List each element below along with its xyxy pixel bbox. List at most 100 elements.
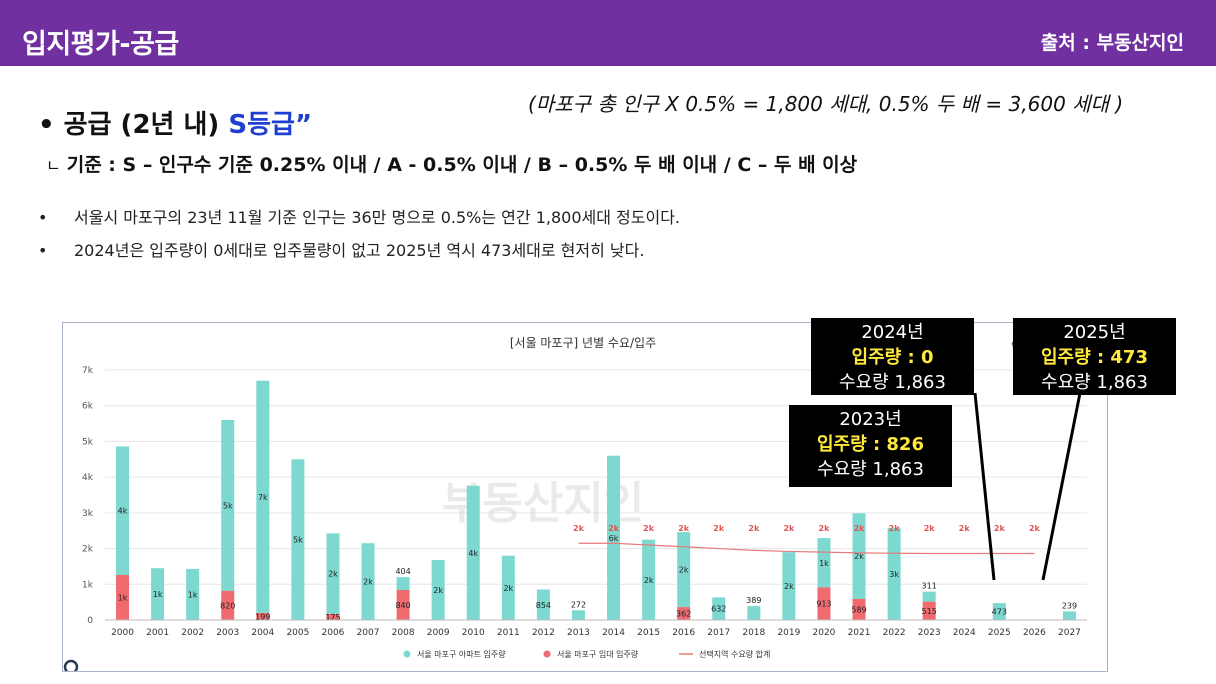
apartment-value-label: 1k <box>819 559 829 568</box>
rental-bar <box>817 587 831 620</box>
apartment-value-label: 2k <box>679 566 689 575</box>
apartment-value-label: 5k <box>223 501 233 510</box>
x-tick-label: 2009 <box>427 628 450 638</box>
callout-supply: 입주량 : 473 <box>1041 347 1148 368</box>
rental-bar <box>922 601 936 620</box>
x-tick-label: 2014 <box>602 628 625 638</box>
demand-value-label: 2k <box>994 524 1006 533</box>
demand-value-label: 2k <box>889 524 901 533</box>
legend-apartment-label: 서울 마포구 아파트 입주량 <box>417 649 506 659</box>
chart-title: [서울 마포구] 년별 수요/입주 <box>510 336 656 350</box>
apartment-value-label: 404 <box>395 567 410 576</box>
demand-value-label: 2k <box>959 524 971 533</box>
legend-rental-label: 서울 마포구 임대 입주량 <box>557 649 639 659</box>
demand-value-label: 2k <box>573 524 585 533</box>
rental-value-label: 515 <box>922 607 937 616</box>
x-tick-label: 2024 <box>953 628 976 638</box>
rental-bar <box>116 575 130 620</box>
source-label: 출처 : 부동산지인 <box>1040 32 1184 54</box>
apartment-value-label: 389 <box>746 596 761 605</box>
apartment-bar <box>992 603 1006 620</box>
population-formula: (마포구 총 인구 X 0.5% = 1,800 세대, 0.5% 두 배 = … <box>528 92 1124 116</box>
x-tick-label: 2018 <box>742 628 765 638</box>
apartment-bar <box>466 485 480 620</box>
rental-bar <box>396 590 410 620</box>
x-tick-label: 2005 <box>286 628 309 638</box>
x-tick-label: 2012 <box>532 628 555 638</box>
apartment-value-label: 2k <box>784 582 794 591</box>
x-tick-label: 2010 <box>462 628 485 638</box>
criteria-text: 기준 : S – 인구수 기준 0.25% 이내 / A - 0.5% 이내 /… <box>66 154 858 176</box>
apartment-value-label: 632 <box>711 605 726 614</box>
callout-2024: 2024년 입주량 : 0 수요량 1,863 <box>811 318 974 395</box>
apartment-bar <box>501 555 515 620</box>
bar-layer: 4k 1k 1k 1k 5k 820 7k 199 5k 2k 175 2k 404 840 2k 4k 2k 8… <box>116 380 1077 622</box>
callout-demand: 수요량 1,863 <box>817 459 924 480</box>
y-tick-label: 4k <box>82 473 94 483</box>
y-tick-label: 5k <box>82 437 94 447</box>
x-tick-label: 2002 <box>181 628 204 638</box>
callout-demand: 수요량 1,863 <box>839 372 946 393</box>
apartment-value-label: 2k <box>433 586 443 595</box>
grade-criteria: ㄴ 기준 : S – 인구수 기준 0.25% 이내 / A - 0.5% 이내 … <box>46 150 857 177</box>
apartment-bar <box>1062 611 1076 620</box>
x-tick-label: 2004 <box>251 628 274 638</box>
x-tick-label: 2008 <box>392 628 415 638</box>
legend-rental-swatch <box>543 650 551 658</box>
note-text: 2024년은 입주량이 0세대로 입주물량이 없고 2025년 역시 473세대… <box>74 241 645 260</box>
rental-bar <box>677 607 691 620</box>
apartment-value-label: 2k <box>644 576 654 585</box>
callout-year: 2024년 <box>861 322 924 343</box>
apartment-value-label: 7k <box>258 493 268 502</box>
x-tick-label: 2022 <box>883 628 906 638</box>
note-text: 서울시 마포구의 23년 11월 기준 인구는 36만 명으로 0.5%는 연간… <box>74 208 681 227</box>
apartment-value-label: 2k <box>363 578 373 587</box>
demand-value-label: 2k <box>819 524 831 533</box>
demand-line <box>578 542 1035 555</box>
rental-value-label: 199 <box>255 612 270 621</box>
rental-value-label: 175 <box>325 613 340 622</box>
note-item: • 서울시 마포구의 23년 11월 기준 인구는 36만 명으로 0.5%는 연… <box>38 204 680 228</box>
app-logo-icon <box>63 659 79 675</box>
y-tick-label: 6k <box>82 402 94 412</box>
x-tick-label: 2019 <box>777 628 800 638</box>
x-tick-label: 2023 <box>918 628 941 638</box>
apartment-bar <box>922 591 936 602</box>
x-tick-label: 2021 <box>848 628 871 638</box>
apartment-bar <box>852 513 866 599</box>
apartment-value-label: 854 <box>536 601 551 610</box>
callout-2025: 2025년 입주량 : 473 수요량 1,863 <box>1013 318 1176 395</box>
demand-value-label: 2k <box>748 524 760 533</box>
demand-value-label: 2k <box>1029 524 1041 533</box>
x-tick-label: 2017 <box>707 628 730 638</box>
demand-value-label: 2k <box>643 524 655 533</box>
page-title: 입지평가-공급 <box>22 29 179 60</box>
apartment-value-label: 2k <box>503 584 513 593</box>
apartment-bar <box>817 538 831 588</box>
apartment-bar <box>326 533 340 614</box>
apartment-value-label: 5k <box>293 536 303 545</box>
callout-year: 2023년 <box>839 409 902 430</box>
demand-value-label: 2k <box>924 524 936 533</box>
callout-supply: 입주량 : 826 <box>817 434 924 455</box>
apartment-bar <box>116 446 130 575</box>
rental-value-label: 913 <box>816 600 831 609</box>
apartment-value-label: 311 <box>922 582 937 591</box>
x-axis: 2000 2001 2002 2003 2004 2005 2006 2007 2008 2009… <box>105 619 1087 638</box>
callout-2023: 2023년 입주량 : 826 수요량 1,863 <box>789 405 952 487</box>
header-bar: 입지평가-공급 출처 : 부동산지인 <box>0 0 1216 66</box>
legend-demand-label: 선택지역 수요량 합계 <box>699 649 770 659</box>
apartment-bar <box>536 589 550 620</box>
apartment-value-label: 4k <box>118 507 128 516</box>
rental-value-label: 362 <box>676 610 691 619</box>
apartment-value-label: 6k <box>609 534 619 543</box>
x-tick-label: 2027 <box>1058 628 1081 638</box>
apartment-value-label: 3k <box>889 570 899 579</box>
apartment-bar <box>291 459 305 620</box>
x-tick-label: 2000 <box>111 628 134 638</box>
rental-bar <box>256 612 270 620</box>
callout-year: 2025년 <box>1063 322 1126 343</box>
y-tick-label: 2k <box>82 545 94 555</box>
legend-apartment-swatch <box>403 650 411 658</box>
